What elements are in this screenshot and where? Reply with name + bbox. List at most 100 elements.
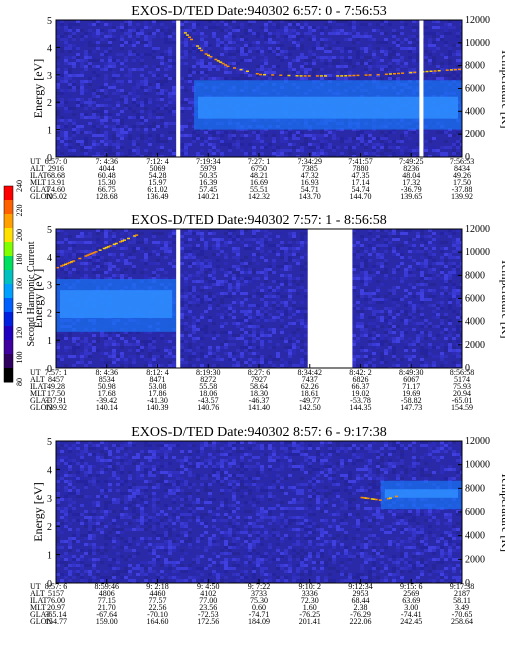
- hot-trace-point: [366, 497, 370, 500]
- hot-trace-point: [224, 64, 228, 66]
- row-label: GLAT: [30, 396, 51, 405]
- row-value: 139.92: [45, 403, 67, 412]
- row-value: 7:34:29: [298, 157, 322, 166]
- row-value: 9:17:38: [450, 582, 474, 591]
- hot-trace-point: [263, 73, 267, 76]
- row-value: 16.69: [250, 178, 268, 187]
- hot-trace-point: [279, 74, 283, 76]
- row-value: 8:19:30: [196, 368, 220, 377]
- y-tick-label: 4: [47, 465, 52, 476]
- data-gap: [176, 20, 181, 157]
- y-tick-label: 1: [47, 551, 52, 562]
- hot-trace-point: [344, 75, 348, 77]
- hot-trace-point: [376, 73, 380, 76]
- hot-trace-point: [209, 55, 213, 58]
- hot-trace-point: [336, 75, 340, 77]
- row-value: -53.78: [350, 396, 371, 405]
- hot-trace-point: [102, 247, 106, 250]
- hot-trace-point: [196, 45, 200, 47]
- row-label: MLT: [30, 389, 46, 398]
- y-right-tick-label: 12000: [465, 436, 490, 447]
- row-value: 222.06: [350, 617, 372, 626]
- colorbar-tick-label: 120: [15, 327, 24, 339]
- y-tick-label: 0: [47, 364, 52, 375]
- row-value: 9: 2:18: [146, 582, 168, 591]
- row-value: 6826: [353, 375, 369, 384]
- hot-trace-point: [449, 69, 453, 71]
- hot-trace-point: [368, 74, 372, 76]
- hot-trace-point: [307, 75, 311, 77]
- hot-trace-point: [207, 54, 211, 57]
- row-value: 8272: [200, 375, 216, 384]
- hot-trace-point: [92, 251, 96, 254]
- hot-trace-point: [246, 70, 250, 73]
- row-value: 66.75: [98, 185, 116, 194]
- row-value: 3336: [302, 589, 318, 598]
- row-value: 140.21: [197, 192, 219, 201]
- row-value: 50.98: [98, 382, 116, 391]
- row-value: 147.73: [400, 403, 422, 412]
- row-label: GLON: [30, 403, 52, 412]
- row-label: UT: [30, 582, 41, 591]
- row-value: 159.00: [96, 617, 118, 626]
- row-value: 19.02: [352, 389, 370, 398]
- row-value: 53.08: [149, 382, 167, 391]
- row-label: UT: [30, 368, 41, 377]
- row-value: 17.86: [149, 389, 167, 398]
- row-value: 9:15: 6: [400, 582, 422, 591]
- row-value: 50.35: [199, 171, 217, 180]
- hot-trace-point: [233, 67, 237, 69]
- hot-trace-point: [315, 75, 319, 77]
- row-value: 76.00: [47, 596, 65, 605]
- y-tick-label: 3: [47, 71, 52, 82]
- row-value: 55.51: [250, 185, 268, 194]
- row-value: 5174: [454, 375, 470, 384]
- hot-trace-point: [72, 260, 76, 262]
- hot-trace-point: [135, 234, 139, 236]
- energy-band-core: [198, 96, 459, 119]
- row-value: -41.30: [147, 396, 168, 405]
- y-tick-label: 0: [47, 153, 52, 164]
- row-value: 19.69: [402, 389, 420, 398]
- hot-trace-point: [374, 498, 378, 501]
- y-tick-label: 3: [47, 494, 52, 505]
- row-value: 4102: [200, 589, 216, 598]
- row-value: 54.71: [301, 185, 319, 194]
- y-right-tick-label: 0: [465, 363, 470, 374]
- colorbar-label: Second Harmonic Current: [26, 241, 37, 346]
- row-value: -36.79: [401, 185, 422, 194]
- hot-trace-point: [108, 245, 112, 247]
- energy-band-core: [60, 290, 173, 318]
- row-value: 172.56: [197, 617, 219, 626]
- row-value: 72.30: [301, 596, 319, 605]
- hot-trace-point: [221, 62, 225, 65]
- row-value: 16.93: [301, 178, 319, 187]
- y-tick-label: 5: [47, 16, 52, 27]
- row-value: 7:57: 1: [45, 368, 67, 377]
- row-value: 1.60: [303, 603, 317, 612]
- row-value: 7:56:53: [450, 157, 474, 166]
- row-value: -39.42: [96, 396, 117, 405]
- row-value: 139.65: [400, 192, 422, 201]
- hot-trace-point: [88, 253, 92, 256]
- row-value: 7:41:57: [348, 157, 372, 166]
- hot-trace-point: [372, 498, 376, 501]
- row-value: -74.71: [249, 610, 270, 619]
- row-value: 8:56:58: [450, 368, 474, 377]
- row-value: 7: 4:36: [96, 157, 118, 166]
- row-value: 139.92: [451, 192, 473, 201]
- hot-trace-point: [127, 237, 131, 240]
- hot-trace-point: [384, 73, 388, 76]
- hot-trace-point: [287, 74, 291, 77]
- row-value: 17.50: [453, 178, 471, 187]
- row-value: 7927: [251, 375, 267, 384]
- y-right-tick-label: 12000: [465, 224, 490, 235]
- row-value: 75.30: [250, 596, 268, 605]
- hot-trace-point: [386, 497, 390, 500]
- row-value: 8471: [150, 375, 166, 384]
- row-label: ILAT: [30, 382, 47, 391]
- row-value: 22.56: [149, 603, 167, 612]
- hot-trace-point: [348, 74, 352, 77]
- colorbar-tick-label: 240: [15, 180, 24, 192]
